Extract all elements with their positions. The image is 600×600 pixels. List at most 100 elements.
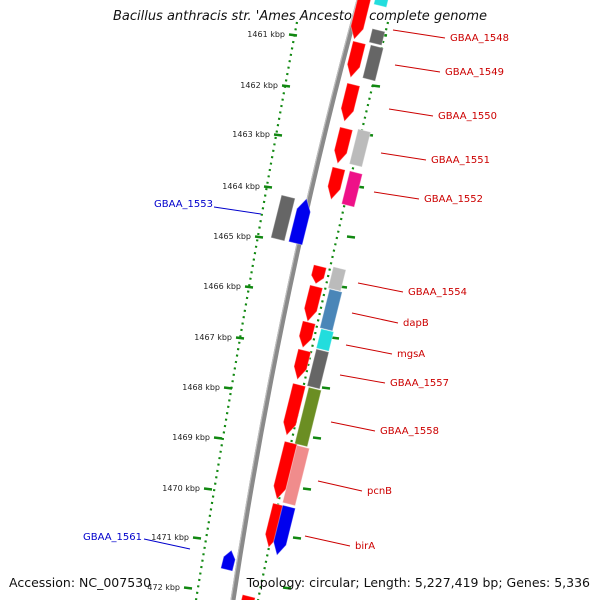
outer-tick-mark [235, 336, 245, 340]
feature-shape [341, 170, 363, 208]
gene-feature-GBAA_1557[interactable] [306, 348, 330, 390]
leader-line [330, 421, 376, 432]
cds-feature[interactable] [280, 382, 307, 437]
leader-line [345, 344, 393, 355]
leader-line [213, 206, 262, 215]
cds-feature[interactable] [297, 320, 317, 349]
inner-tick-mark [292, 536, 302, 540]
gene-label-GBAA_1550[interactable]: GBAA_1550 [438, 111, 497, 122]
feature-highlight [361, 44, 385, 82]
feature-highlight [273, 440, 298, 501]
gene-label-dapB[interactable]: dapB [403, 318, 429, 329]
feature-highlight [315, 328, 335, 352]
cds-feature[interactable] [348, 0, 373, 41]
feature-shape [319, 289, 343, 331]
leader-line [339, 374, 386, 384]
gene-label-pcnB[interactable]: pcnB [367, 486, 392, 497]
feature-highlight [293, 348, 312, 381]
inner-tick-mark [371, 84, 381, 88]
gene-label-GBAA_1551[interactable]: GBAA_1551 [431, 155, 490, 166]
feature-shape [220, 550, 236, 572]
cds-feature[interactable] [239, 594, 256, 600]
leader-line [317, 480, 363, 492]
cds-feature[interactable] [291, 348, 312, 381]
feature-shape [349, 128, 371, 168]
outer-tick-mark [288, 33, 298, 37]
cds-feature[interactable] [344, 40, 367, 79]
gene-label-birA[interactable]: birA [355, 541, 375, 552]
feature-highlight [306, 348, 330, 390]
outer-tick-mark [273, 133, 283, 137]
gene-label-GBAA_1553[interactable]: GBAA_1553 [154, 199, 213, 210]
feature-highlight [373, 0, 391, 8]
feature-highlight [327, 266, 347, 292]
leader-line [380, 152, 427, 161]
gene-labels: GBAA_1548 GBAA_1549 GBAA_1550 GBAA_1551 GBAA… [83, 29, 509, 552]
cds-feature[interactable] [310, 264, 328, 286]
map-title: Bacillus anthracis str. 'Ames Ancestor',… [112, 9, 488, 24]
gene-feature-dapB[interactable] [319, 288, 343, 332]
gene-feature-GBAA_1561[interactable] [220, 549, 237, 572]
leader-line [392, 29, 446, 39]
tick-label: 1471 kbp [151, 533, 189, 542]
feature-highlight [294, 386, 322, 448]
backbone-line [230, 0, 362, 600]
gene-feature-cyan-top[interactable] [373, 0, 391, 8]
gene-feature-GBAA_1548[interactable] [368, 28, 386, 46]
cds-feature[interactable] [338, 82, 361, 123]
feature-highlight [333, 126, 354, 165]
tick-label: 1462 kbp [240, 81, 278, 90]
outer-tick-mark [244, 285, 254, 289]
feature-shape [293, 348, 311, 380]
outer-tick-ring [194, 21, 299, 600]
gene-label-GBAA_1548[interactable]: GBAA_1548 [450, 33, 509, 44]
gene-feature-GBAA_1554[interactable] [327, 266, 347, 292]
feature-shape [350, 0, 373, 40]
feature-shape [240, 594, 256, 600]
gene-label-mgsA[interactable]: mgsA [397, 349, 425, 360]
feature-shape [328, 266, 346, 292]
feature-shape [299, 320, 316, 348]
tick-label: 472 kbp [147, 583, 180, 592]
cds-feature[interactable] [301, 284, 324, 323]
feature-shape [373, 0, 391, 8]
outer-tick-mark [203, 487, 213, 491]
feature-highlight [346, 40, 367, 79]
gene-feature-GBAA_1551[interactable] [348, 128, 372, 168]
gene-feature-GBAA_1549[interactable] [361, 44, 385, 82]
feature-shape [362, 44, 384, 82]
leader-line [394, 64, 441, 73]
feature-shape [273, 441, 298, 500]
feature-shape [316, 328, 334, 352]
gene-feature-GBAA_1552[interactable] [340, 170, 364, 208]
gene-feature-birA[interactable] [271, 504, 296, 557]
feature-shape [311, 264, 327, 284]
inner-tick-mark [312, 436, 322, 440]
gene-feature-GBAA_1558[interactable] [294, 386, 322, 448]
gene-label-GBAA_1558[interactable]: GBAA_1558 [380, 426, 439, 437]
gene-feature-GBAA_1553[interactable] [288, 197, 314, 246]
gene-feature-mgsA[interactable] [315, 328, 335, 352]
feature-highlight [340, 82, 361, 123]
cds-feature[interactable] [325, 166, 346, 201]
gene-feature-pcnB[interactable] [281, 444, 311, 507]
gene-label-GBAA_1561[interactable]: GBAA_1561 [83, 532, 142, 543]
cds-feature[interactable] [331, 126, 354, 165]
outer-tick-mark [223, 386, 233, 390]
feature-highlight [281, 444, 311, 507]
outer-tick-mark [192, 536, 202, 540]
feature-highlight [220, 549, 236, 572]
backbone [230, 0, 362, 600]
feature-highlight [327, 166, 346, 201]
feature-shape [283, 383, 306, 436]
gene-feature-GBAA_1553-gray[interactable] [270, 194, 296, 242]
gene-features [220, 0, 391, 600]
gene-label-GBAA_1549[interactable]: GBAA_1549 [445, 67, 504, 78]
tick-label: 1469 kbp [172, 433, 210, 442]
gene-label-GBAA_1552[interactable]: GBAA_1552 [424, 194, 483, 205]
gene-label-GBAA_1557[interactable]: GBAA_1557 [390, 378, 449, 389]
gene-label-GBAA_1554[interactable]: GBAA_1554 [408, 287, 467, 298]
feature-shape [288, 198, 311, 246]
cds-feature[interactable] [271, 440, 298, 501]
